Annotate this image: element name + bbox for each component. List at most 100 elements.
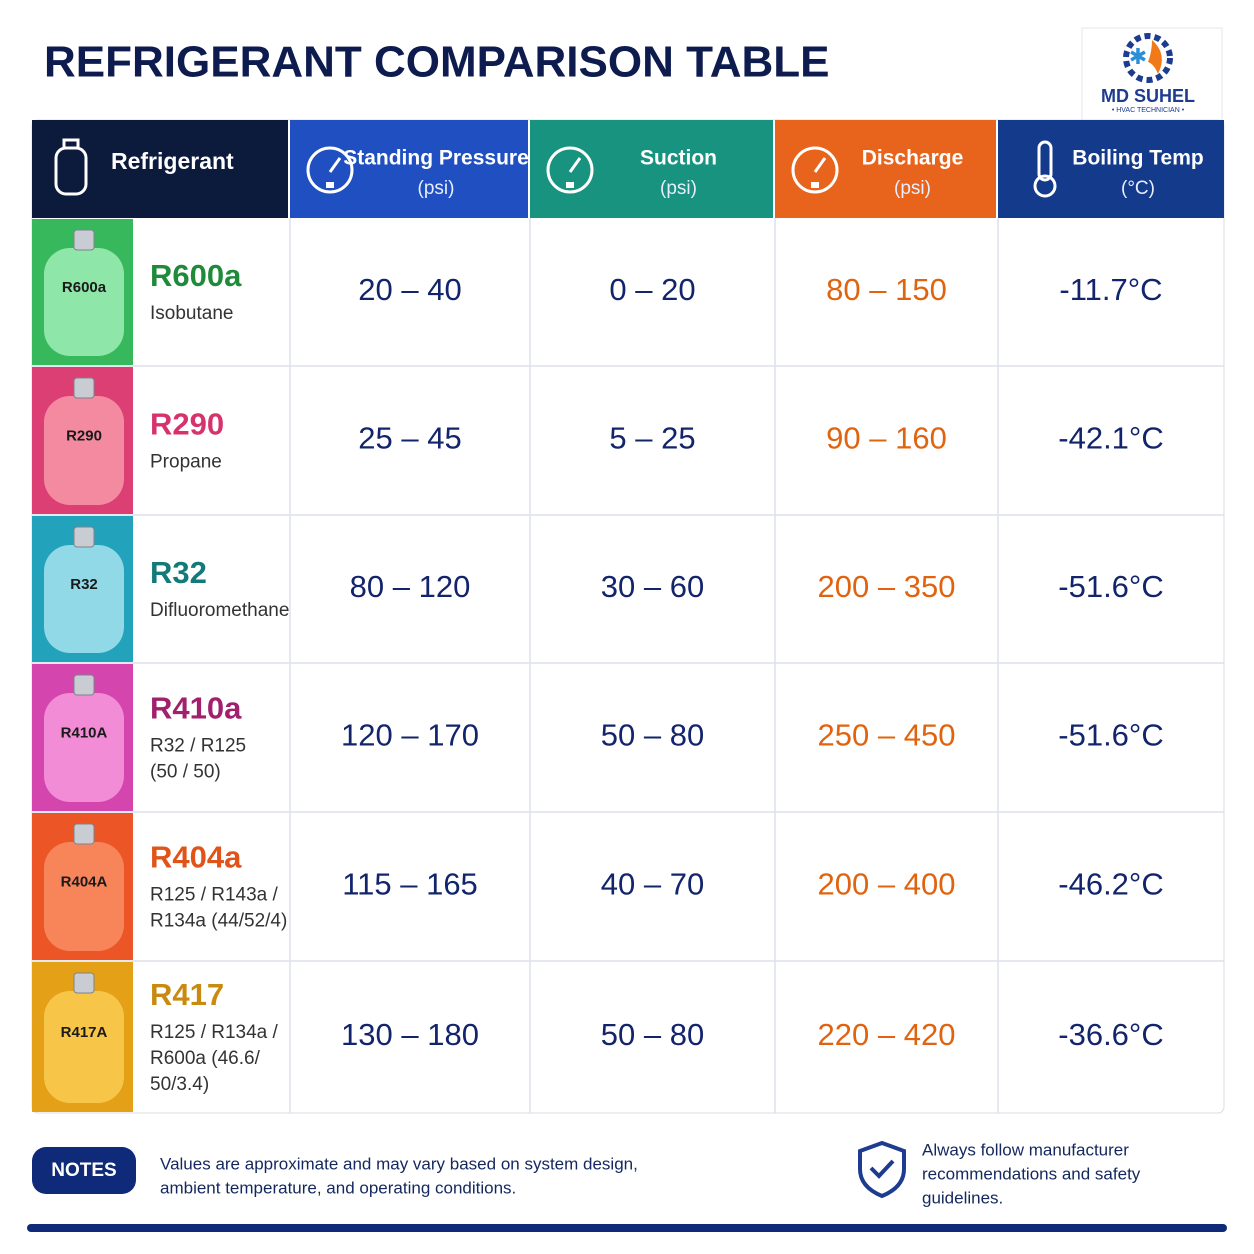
refrigerant-description: 50/3.4) [150,1074,209,1095]
cylinder-label: R404A [61,873,108,890]
title: REFRIGERANT COMPARISON TABLE [44,38,829,87]
value-cell: 50 – 80 [601,1017,704,1052]
logo-tagline: • HVAC TECHNICIAN • [1112,107,1185,114]
value-cell: 80 – 150 [826,272,947,307]
value-cell: 200 – 400 [818,867,956,902]
value-cell: 200 – 350 [818,569,956,604]
notes-text: ambient temperature, and operating condi… [160,1178,516,1197]
value-cell: 220 – 420 [818,1017,956,1052]
cylinder-body [44,842,124,951]
header-cell [290,120,528,218]
icon-shape [546,146,594,194]
svg-text:✱: ✱ [1129,44,1147,69]
refrigerant-description: R32 / R125 [150,736,246,757]
cylinder-label: R290 [66,427,102,444]
header-unit: (psi) [660,178,697,199]
header-label: Boiling Temp [1072,147,1203,170]
refrigerant-description: R600a (46.6/ [150,1048,261,1069]
value-cell: 115 – 165 [342,867,478,902]
refrigerant-name: R410a [150,691,242,726]
cylinder-body [44,693,124,802]
bottom-bar [27,1224,1227,1232]
refrigerant-name: R417 [150,977,224,1012]
value-cell: -42.1°C [1058,421,1163,456]
value-cell: 250 – 450 [818,718,956,753]
cylinder-image: R417A [44,972,124,1103]
value-cell: 50 – 80 [601,718,704,753]
cylinder-label: R600a [62,279,107,296]
icon-shape [566,182,574,188]
header-unit: (°C) [1121,178,1155,199]
cylinder-label: R417A [61,1024,108,1041]
value-cell: -36.6°C [1058,1017,1163,1052]
header-unit: (psi) [894,178,931,199]
value-cell: 30 – 60 [601,569,704,604]
value-cell: -11.7°C [1059,272,1162,307]
value-cell: -51.6°C [1058,569,1163,604]
refrigerant-description: Isobutane [150,303,233,324]
cylinder-valve [73,377,95,399]
cylinder-image: R410A [44,674,124,802]
refrigerant-name: R32 [150,555,207,590]
safety-text: recommendations and safety [922,1164,1141,1183]
gauge-icon [546,146,594,194]
cylinder-valve [73,823,95,845]
shield-icon [858,1140,906,1199]
header-cell [32,120,288,218]
cylinder-valve [73,972,95,994]
thermometer-icon [1033,140,1057,198]
refrigerant-description: Difluoromethane [150,600,289,621]
header-unit: (psi) [418,178,455,199]
icon-shape [326,182,334,188]
cylinder-image: R404A [44,823,124,951]
refrigerant-description: Propane [150,452,222,473]
refrigerant-description: R125 / R143a / [150,885,279,906]
refrigerant-description: (50 / 50) [150,762,221,783]
header-label: Refrigerant [111,148,234,174]
gauge-icon [791,146,839,194]
header-label: Standing Pressure [343,147,529,170]
icon-shape [811,182,819,188]
icon-shape [568,157,582,173]
header-cell [775,120,996,218]
notes-badge [32,1147,136,1194]
icon-shape [1037,140,1053,182]
safety-text: Always follow manufacturer [922,1140,1129,1159]
value-cell: -46.2°C [1058,867,1163,902]
cylinder-body [44,545,124,653]
refrigerant-name: R290 [150,407,224,442]
header-label: Suction [640,147,717,170]
cylinder-valve [73,229,95,251]
header-label: Discharge [862,147,964,170]
icon-shape [791,146,839,194]
icon-shape [306,146,354,194]
cylinder-label: R410A [61,724,108,741]
value-cell: -51.6°C [1058,718,1163,753]
value-cell: 25 – 45 [358,421,461,456]
icon-shape [62,138,80,150]
cylinder-body [44,396,124,505]
value-cell: 120 – 170 [341,718,479,753]
value-cell: 40 – 70 [601,867,704,902]
logo-icon: ✱ [1123,33,1173,83]
refrigerant-description: R125 / R134a / [150,1022,279,1043]
header-cell [998,120,1224,218]
cylinder-label: R32 [70,576,98,593]
value-cell: 130 – 180 [341,1017,479,1052]
cylinder-valve [73,674,95,696]
icon-shape [1033,174,1057,198]
refrigerant-description: R134a (44/52/4) [150,911,287,932]
cylinder-body [44,991,124,1103]
cylinder-image: R290 [44,377,124,505]
cylinder-valve [73,526,95,548]
safety-text: guidelines. [922,1188,1003,1207]
cylinder-image: R32 [44,526,124,653]
refrigerant-name: R600a [150,258,242,293]
value-cell: 0 – 20 [609,272,695,307]
value-cell: 20 – 40 [358,272,461,307]
logo-name: MD SUHEL [1101,86,1195,106]
value-cell: 80 – 120 [350,569,471,604]
icon-shape [813,157,827,173]
gauge-icon [306,146,354,194]
